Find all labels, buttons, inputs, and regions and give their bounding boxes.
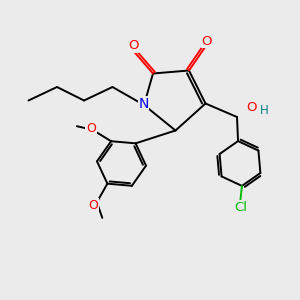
Text: N: N bbox=[138, 97, 148, 110]
Text: O: O bbox=[128, 39, 139, 52]
Text: H: H bbox=[260, 104, 269, 118]
Text: O: O bbox=[246, 101, 257, 114]
Text: Cl: Cl bbox=[234, 201, 247, 214]
Text: O: O bbox=[88, 199, 98, 212]
Text: O: O bbox=[86, 122, 96, 135]
Text: O: O bbox=[202, 34, 212, 48]
